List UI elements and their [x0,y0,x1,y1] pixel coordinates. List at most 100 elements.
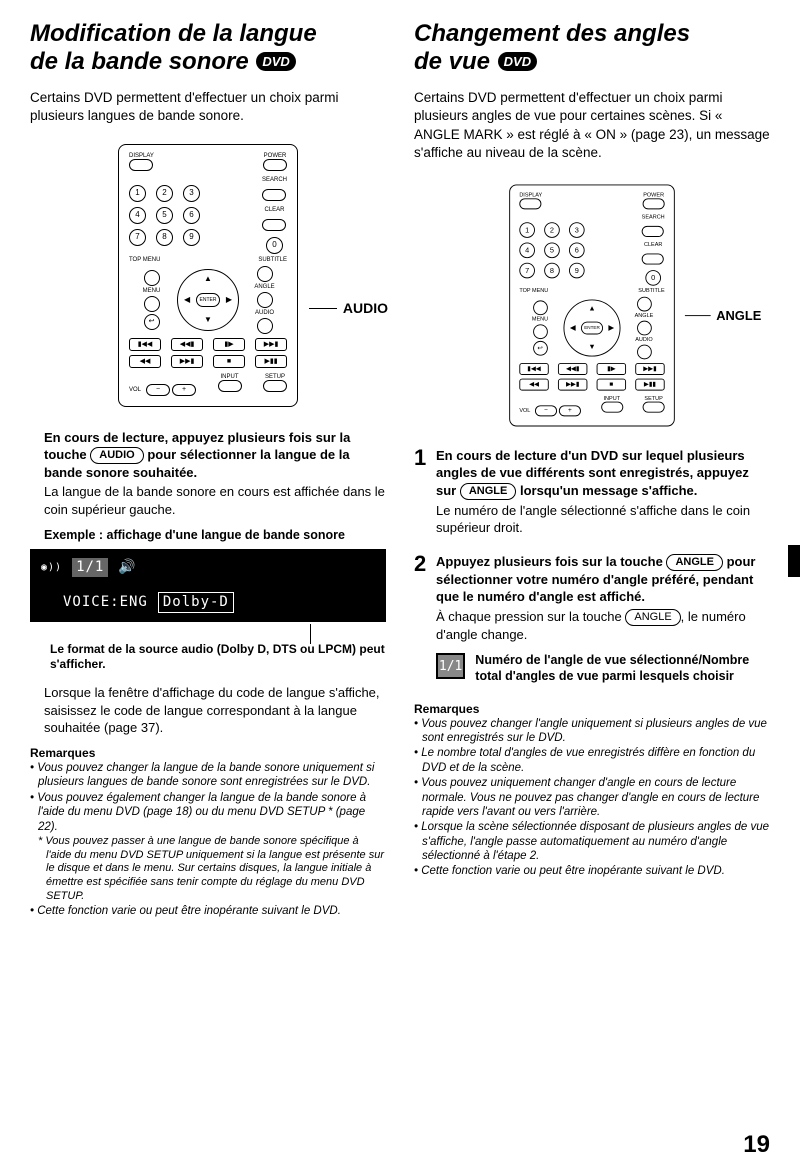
vol-down-button[interactable]: − [146,384,170,396]
left-instruction: En cours de lecture, appuyez plusieurs f… [30,429,386,544]
subtitle-button[interactable] [257,266,273,282]
next-button[interactable]: ▶▶▮ [255,338,287,351]
num-3[interactable]: 3 [183,185,200,202]
audio-button[interactable] [257,318,273,334]
step1-norm: Le numéro de l'angle sélectionné s'affic… [436,502,770,537]
pointer-to-codec [30,624,386,652]
left-column: Modification de la langue de la bande so… [30,20,386,919]
display-button[interactable] [129,159,153,171]
left-intro: Certains DVD permettent d'effectuer un c… [30,89,386,125]
step1-b: lorsqu'un message s'affiche. [520,483,697,498]
right-note-3: Vous pouvez uniquement changer d'angle e… [414,776,770,819]
dpad[interactable]: ▲▼ ◀▶ ENTER [563,300,620,357]
right-steps: En cours de lecture d'un DVD sur lequel … [414,447,770,685]
angle-figure: 1/1 Numéro de l'angle de vue sélectionné… [436,653,770,684]
num-0[interactable]: 0 [266,237,283,254]
angle-label: ANGLE [254,284,274,290]
angle-btn-label: ANGLE [625,609,680,626]
input-button[interactable] [218,380,242,392]
left-heading: Modification de la langue de la bande so… [30,20,386,75]
fwd-button[interactable]: ▮▶ [213,338,245,351]
num-1[interactable]: 1 [129,185,146,202]
right-column: Changement des angles de vue DVD Certain… [414,20,770,919]
angle-btn-label: ANGLE [666,554,723,571]
right-note-1: Vous pouvez changer l'angle uniquement s… [414,717,770,746]
remote-figure-left: DISPLAY POWER 1 2 3 4 5 6 [30,144,386,407]
right-note-2: Le nombre total d'angles de vue enregist… [414,746,770,775]
num-7[interactable]: 7 [129,229,146,246]
num-8[interactable]: 8 [156,229,173,246]
page-number: 19 [743,1129,770,1161]
stop-button[interactable]: ■ [213,355,245,368]
audio-callout-text: AUDIO [343,299,388,318]
step-1: En cours de lecture d'un DVD sur lequel … [414,447,770,537]
power-button[interactable] [643,198,665,209]
right-intro: Certains DVD permettent d'effectuer un c… [414,89,770,162]
search-button[interactable] [642,226,664,237]
instr-body: La langue de la bande sonore en cours es… [44,483,386,518]
voice-label: VOICE:ENG [63,593,148,612]
prev-button[interactable]: ▮◀◀ [129,338,161,351]
left-title-line1: Modification de la langue [30,20,317,47]
section-tab [788,545,800,577]
vol-up-button[interactable]: + [172,384,196,396]
num-5[interactable]: 5 [156,207,173,224]
num-6[interactable]: 6 [183,207,200,224]
remote-control: DISPLAY POWER 1 2 3 4 5 6 [118,144,298,407]
two-column-layout: Modification de la langue de la bande so… [30,20,770,919]
right-note-5: Cette fonction varie ou peut être inopér… [414,864,770,878]
power-label: POWER [263,153,287,159]
right-title-line1: Changement des angles [414,20,690,47]
num-9[interactable]: 9 [183,229,200,246]
audio-btn-label: AUDIO [90,447,143,464]
angle-caption: Numéro de l'angle de vue sélectionné/Nom… [475,653,770,684]
left-notes-title: Remarques [30,745,386,761]
step-2: Appuyez plusieurs fois sur la touche ANG… [414,553,770,685]
voice-codec: Dolby-D [158,592,234,613]
audio-label: AUDIO [255,310,274,316]
remote-figure-right: DISPLAY POWER 1 2 3 4 5 6 [428,185,756,427]
angle-indicator-icon: 1/1 [436,653,465,679]
num-4[interactable]: 4 [129,207,146,224]
right-heading: Changement des angles de vue DVD [414,20,770,75]
angle-btn-label: ANGLE [460,483,517,500]
audio-callout: AUDIO [309,299,388,318]
display-label: DISPLAY [129,153,154,159]
dvd-badge-icon: DVD [498,52,537,72]
clear-button[interactable] [262,219,286,231]
dvd-badge-icon: DVD [256,52,295,72]
subtitle-label: SUBTITLE [258,257,287,263]
topmenu-button[interactable] [144,270,160,286]
example-header: Exemple : affichage d'une langue de band… [44,527,386,544]
dpad[interactable]: ▲▼ ◀▶ ENTER [177,269,239,331]
return-button[interactable]: ↩ [144,314,160,330]
play-button[interactable]: ▶▶▮ [171,355,203,368]
vol-label: VOL [129,387,141,393]
voice-example-box: ◉)) 1/1 🔊 VOICE:ENG Dolby-D [30,549,386,622]
enter-button[interactable]: ENTER [196,293,220,307]
rew-button[interactable]: ◀◀▮ [171,338,203,351]
right-notes: Remarques Vous pouvez changer l'angle un… [414,701,770,879]
setup-button[interactable] [263,380,287,392]
pause-button[interactable]: ▶▮▮ [255,355,287,368]
angle-button[interactable] [637,321,652,336]
angle-callout-text: ANGLE [716,307,761,324]
clear-button[interactable] [642,254,664,265]
num-2[interactable]: 2 [156,185,173,202]
menu-label: MENU [143,288,161,294]
right-notes-title: Remarques [414,701,770,717]
right-note-4: Lorsque la scène sélectionnée disposant … [414,820,770,863]
scanback-button[interactable]: ◀◀ [129,355,161,368]
after-box-paragraph: Lorsque la fenêtre d'affichage du code d… [30,684,386,737]
search-label: SEARCH [262,177,287,183]
topmenu-label: TOP MENU [129,257,160,263]
left-note-2-sub: Vous pouvez passer à une langue de bande… [30,835,386,904]
display-button[interactable] [520,198,542,209]
power-button[interactable] [263,159,287,171]
angle-button[interactable] [257,292,273,308]
right-title-line2: de vue [414,48,490,75]
step2-a: Appuyez plusieurs fois sur la touche [436,554,663,569]
step2-norm-a: À chaque pression sur la touche [436,609,622,624]
menu-button[interactable] [144,296,160,312]
search-button[interactable] [262,189,286,201]
